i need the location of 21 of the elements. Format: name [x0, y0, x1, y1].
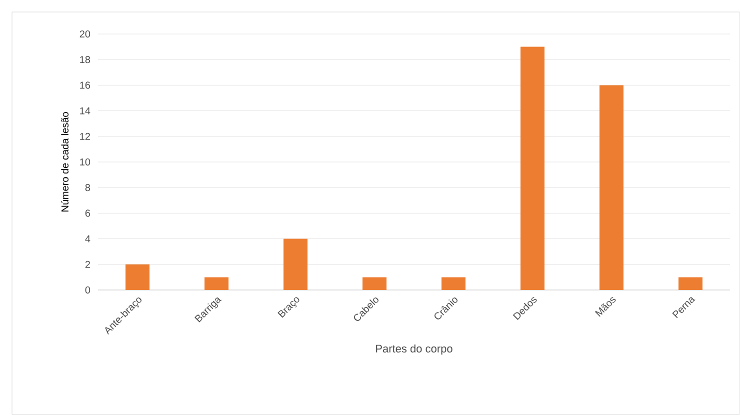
bar: [678, 277, 702, 290]
x-axis-title: Partes do corpo: [376, 344, 452, 355]
y-tick-label: 20: [80, 30, 90, 38]
y-tick-label: 16: [80, 82, 90, 89]
bar: [362, 277, 386, 290]
y-tick-label: 10: [80, 158, 90, 166]
bar: [284, 238, 308, 290]
y-tick-label: 0: [85, 286, 90, 294]
bar: [204, 277, 229, 290]
y-tick-label: 2: [85, 260, 90, 268]
bar: [441, 277, 466, 290]
bar: [520, 46, 544, 290]
bar: [599, 85, 624, 290]
y-tick-label: 8: [85, 184, 90, 192]
y-tick-label: 18: [80, 56, 90, 64]
y-tick-label: 4: [85, 235, 90, 242]
y-axis-title: Número de cada lesão: [61, 112, 68, 212]
y-tick-label: 6: [85, 210, 90, 217]
y-tick-label: 12: [80, 132, 90, 140]
bar: [126, 264, 150, 290]
y-tick-label: 14: [80, 107, 90, 114]
